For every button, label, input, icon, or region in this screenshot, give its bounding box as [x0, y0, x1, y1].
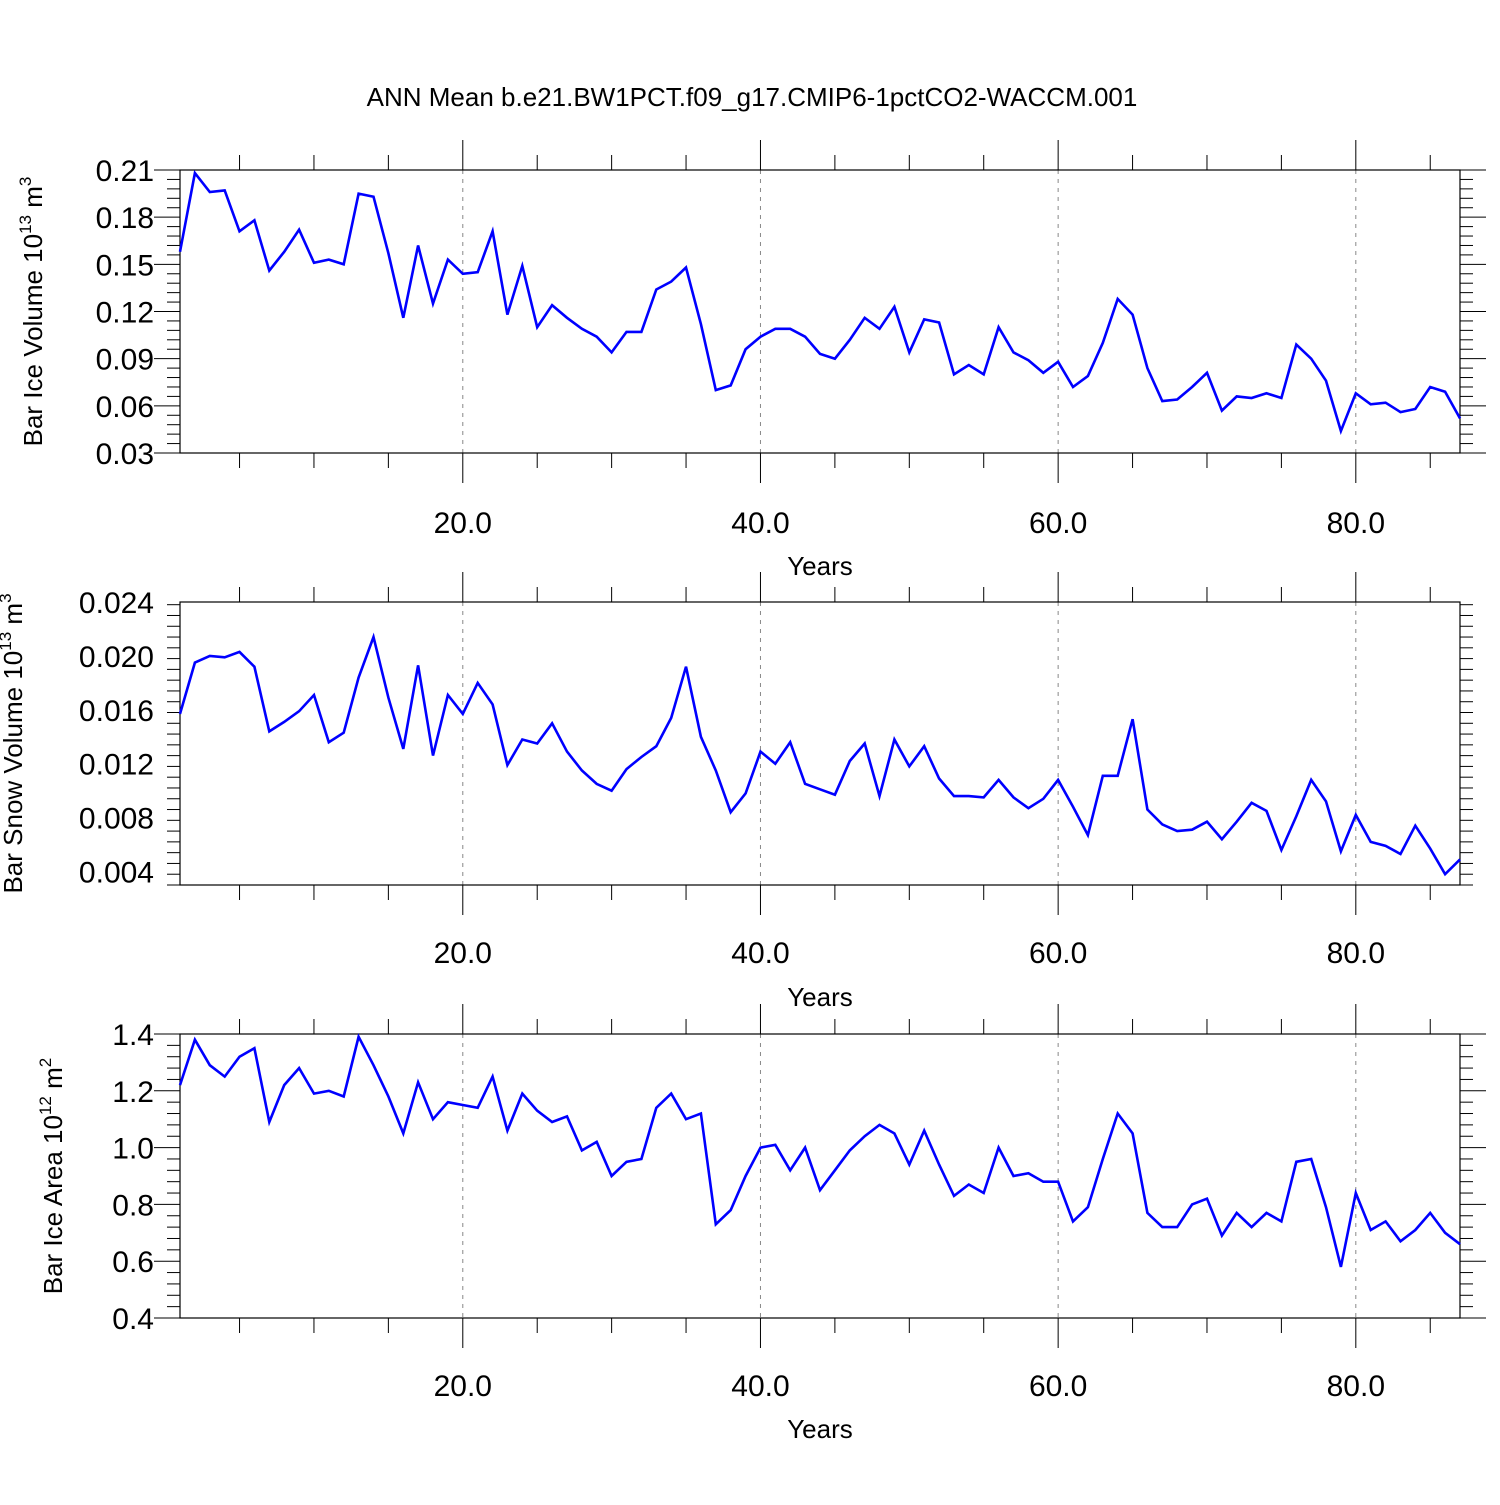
- y-tick-label: 0.03: [96, 438, 154, 471]
- series-line: [178, 170, 1462, 435]
- x-tick-label: 60.0: [1029, 507, 1087, 540]
- y-tick-label: 0.15: [96, 249, 154, 282]
- plot-frame: [179, 601, 1461, 886]
- y-tick-label: 0.004: [79, 857, 154, 890]
- y-tick-label: 1.4: [112, 1019, 154, 1052]
- y-tick-label: 1.0: [112, 1133, 154, 1166]
- x-tick-label: 20.0: [434, 1370, 492, 1403]
- x-tick-label: 40.0: [731, 1370, 789, 1403]
- x-tick-label: 20.0: [434, 937, 492, 970]
- y-tick-label: 0.09: [96, 344, 154, 377]
- y-tick-label: 1.2: [112, 1076, 154, 1109]
- chart-title: ANN Mean b.e21.BW1PCT.f09_g17.CMIP6-1pct…: [367, 82, 1138, 112]
- y-tick-label: 0.4: [112, 1303, 154, 1336]
- y-tick-label: 0.016: [79, 695, 154, 728]
- x-axis-title: Years: [787, 1414, 853, 1444]
- panel-3: 0.4 0.6 0.8 1.0 1.2 1.4 20.0 40.0 60.0 80.0 Years B…: [36, 1004, 1486, 1444]
- y-axis-title: Bar Ice Area 1012 m2: [36, 1058, 68, 1295]
- x-tick-label: 80.0: [1327, 1370, 1385, 1403]
- y-tick-label: 0.21: [96, 155, 154, 188]
- y-tick-label: 0.18: [96, 202, 154, 235]
- y-axis-title: Bar Ice Volume 1013 m3: [16, 177, 48, 447]
- x-tick-label: 80.0: [1327, 937, 1385, 970]
- x-tick-label: 60.0: [1029, 937, 1087, 970]
- y-axis-title: Bar Snow Volume 1013 m3: [0, 593, 28, 893]
- panel-1: 0.03 0.06 0.09 0.12 0.15 0.18 0.21 20.0 40.0 60.0…: [16, 140, 1486, 581]
- x-axis-title: Years: [787, 982, 853, 1012]
- y-tick-label: 0.020: [79, 641, 154, 674]
- y-tick-label: 0.012: [79, 749, 154, 782]
- x-tick-label: 40.0: [731, 937, 789, 970]
- y-tick-label: 0.008: [79, 803, 154, 836]
- plot-frame: [179, 1033, 1461, 1319]
- y-tick-label: 0.8: [112, 1189, 154, 1222]
- x-axis-title: Years: [787, 551, 853, 581]
- panel-2: 0.004 0.008 0.012 0.016 0.020 0.024 20.0 40.0 60…: [0, 572, 1473, 1012]
- y-tick-label: 0.12: [96, 297, 154, 330]
- series-line: [178, 1033, 1461, 1268]
- x-tick-label: 20.0: [434, 507, 492, 540]
- x-tick-label: 80.0: [1327, 507, 1385, 540]
- x-tick-label: 60.0: [1029, 1370, 1087, 1403]
- y-tick-label: 0.024: [79, 587, 154, 620]
- y-tick-label: 0.6: [112, 1246, 154, 1279]
- y-tick-label: 0.06: [96, 391, 154, 424]
- x-tick-label: 40.0: [731, 507, 789, 540]
- series-line: [178, 632, 1461, 877]
- plot-frame: [179, 169, 1461, 454]
